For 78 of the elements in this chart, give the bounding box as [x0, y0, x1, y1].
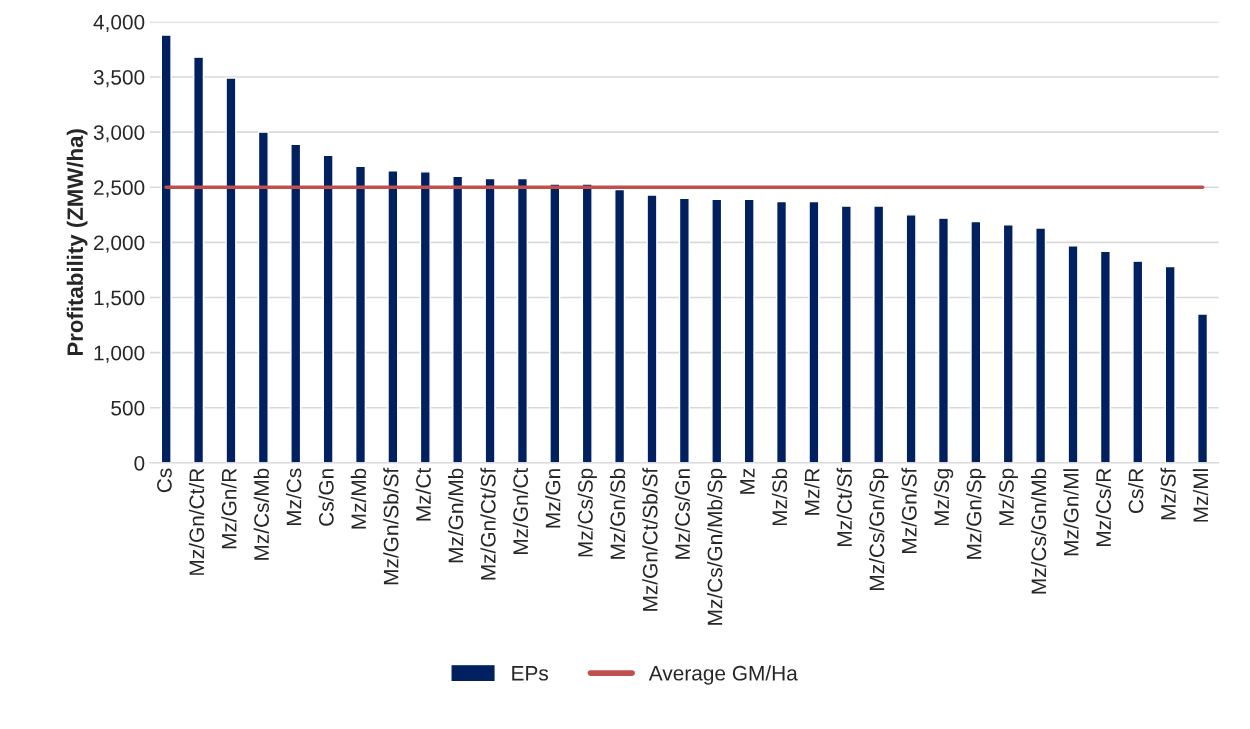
x-tick-label: Mz/Gn/Sp	[966, 468, 986, 559]
bar	[419, 171, 431, 463]
bar	[225, 77, 237, 463]
x-tick-label: Mz/Gn/Ct	[512, 467, 529, 555]
x-tick-label: Mz/Gn/Sb	[609, 468, 626, 559]
x-tick-label: Mz/Cs/Gn/Mb/Sp	[707, 468, 727, 625]
bar	[160, 34, 172, 463]
bar	[1099, 250, 1111, 463]
x-tick-label: Mz/Gn/Ml	[1063, 469, 1079, 556]
x-tick-label: Mz/Gn	[545, 469, 561, 528]
y-tick-label: 3,000	[93, 125, 145, 143]
x-tick-label: Mz/Sb	[771, 468, 788, 526]
x-tick-label: Mz/Gn/Ct/Sf	[480, 467, 496, 580]
x-tick-label: Mz/Mb	[350, 468, 367, 529]
bar	[290, 143, 302, 463]
bar	[1067, 245, 1079, 463]
x-tick-label: Cs/Gn	[318, 469, 334, 526]
x-tick-label: Mz/Sp	[998, 468, 1018, 526]
bar	[484, 177, 496, 463]
bar	[775, 200, 788, 463]
x-tick-label: Mz/Gn/Mb	[447, 468, 464, 563]
x-tick-label: Mz/Ml	[1192, 469, 1209, 522]
y-tick-label: 1,000	[94, 345, 145, 363]
bar	[354, 165, 367, 463]
x-tick-label: Mz/R	[804, 468, 820, 515]
x-tick-label: Mz/Cs/Sp	[577, 468, 597, 557]
bar	[614, 188, 626, 463]
bar	[1197, 313, 1209, 463]
x-tick-label: Mz/Ct	[415, 467, 431, 521]
y-tick-label: 0	[134, 455, 145, 471]
bar	[678, 197, 690, 463]
bar	[808, 200, 820, 463]
y-tick-label: 3,500	[93, 70, 145, 88]
x-tick-label: Mz/Cs/Gn/Sp	[868, 468, 889, 590]
bar	[1002, 224, 1014, 463]
x-tick-label: Mz/Cs/Gn	[674, 469, 690, 559]
bar	[1164, 265, 1176, 463]
x-tick-label: Mz/Cs	[286, 468, 302, 526]
x-tick-label: Cs	[157, 468, 172, 493]
bar	[970, 220, 982, 463]
x-tick-label: Mz/Sf	[1160, 467, 1176, 520]
bar	[646, 194, 658, 463]
x-tick-label: Mz/Gn/Sf	[901, 467, 917, 553]
y-tick-label: 4,000	[93, 14, 145, 33]
x-tick-label: Mz/Gn/Ct/R	[188, 468, 205, 575]
x-tick-label: Mz/Cs/R	[1095, 468, 1111, 546]
x-tick-label: Mz/Cs/Gn/Mb	[1030, 468, 1047, 594]
bar	[549, 183, 561, 463]
bar	[905, 214, 917, 463]
bar	[257, 131, 269, 463]
y-tick-label: 500	[111, 400, 145, 416]
x-tick-label: Mz/Gn/Sb/Sf	[383, 467, 399, 585]
legend-label: EPs	[512, 666, 549, 681]
bar	[873, 205, 885, 463]
bar	[516, 177, 528, 463]
bar	[711, 198, 723, 463]
x-tick-label: Mz/Ct/Sf	[836, 467, 852, 546]
bar	[193, 56, 205, 463]
bar	[743, 198, 755, 463]
bar	[840, 205, 852, 463]
bar	[322, 154, 334, 463]
bar	[1132, 260, 1144, 463]
y-axis-title: Profitability (ZMW/ha)	[66, 129, 88, 356]
bar	[1035, 227, 1047, 463]
bar	[387, 170, 399, 463]
bar	[452, 175, 464, 463]
legend-label: Average GM/Ha	[648, 665, 798, 685]
bar	[937, 217, 950, 463]
x-tick-label: Mz	[740, 468, 755, 494]
x-tick-label: Mz/Cs/Mb	[253, 468, 269, 560]
y-tick-label: 2,500	[94, 180, 145, 198]
y-tick-label: 2,000	[94, 235, 145, 253]
y-tick-label: 1,500	[94, 290, 145, 308]
x-tick-label: Mz/Gn/R	[221, 468, 237, 549]
x-tick-label: Cs/R	[1128, 468, 1144, 514]
x-tick-label: Mz/Sg	[933, 469, 954, 526]
x-tick-label: Mz/Gn/Ct/Sb/Sf	[642, 467, 658, 611]
bar	[581, 183, 593, 463]
